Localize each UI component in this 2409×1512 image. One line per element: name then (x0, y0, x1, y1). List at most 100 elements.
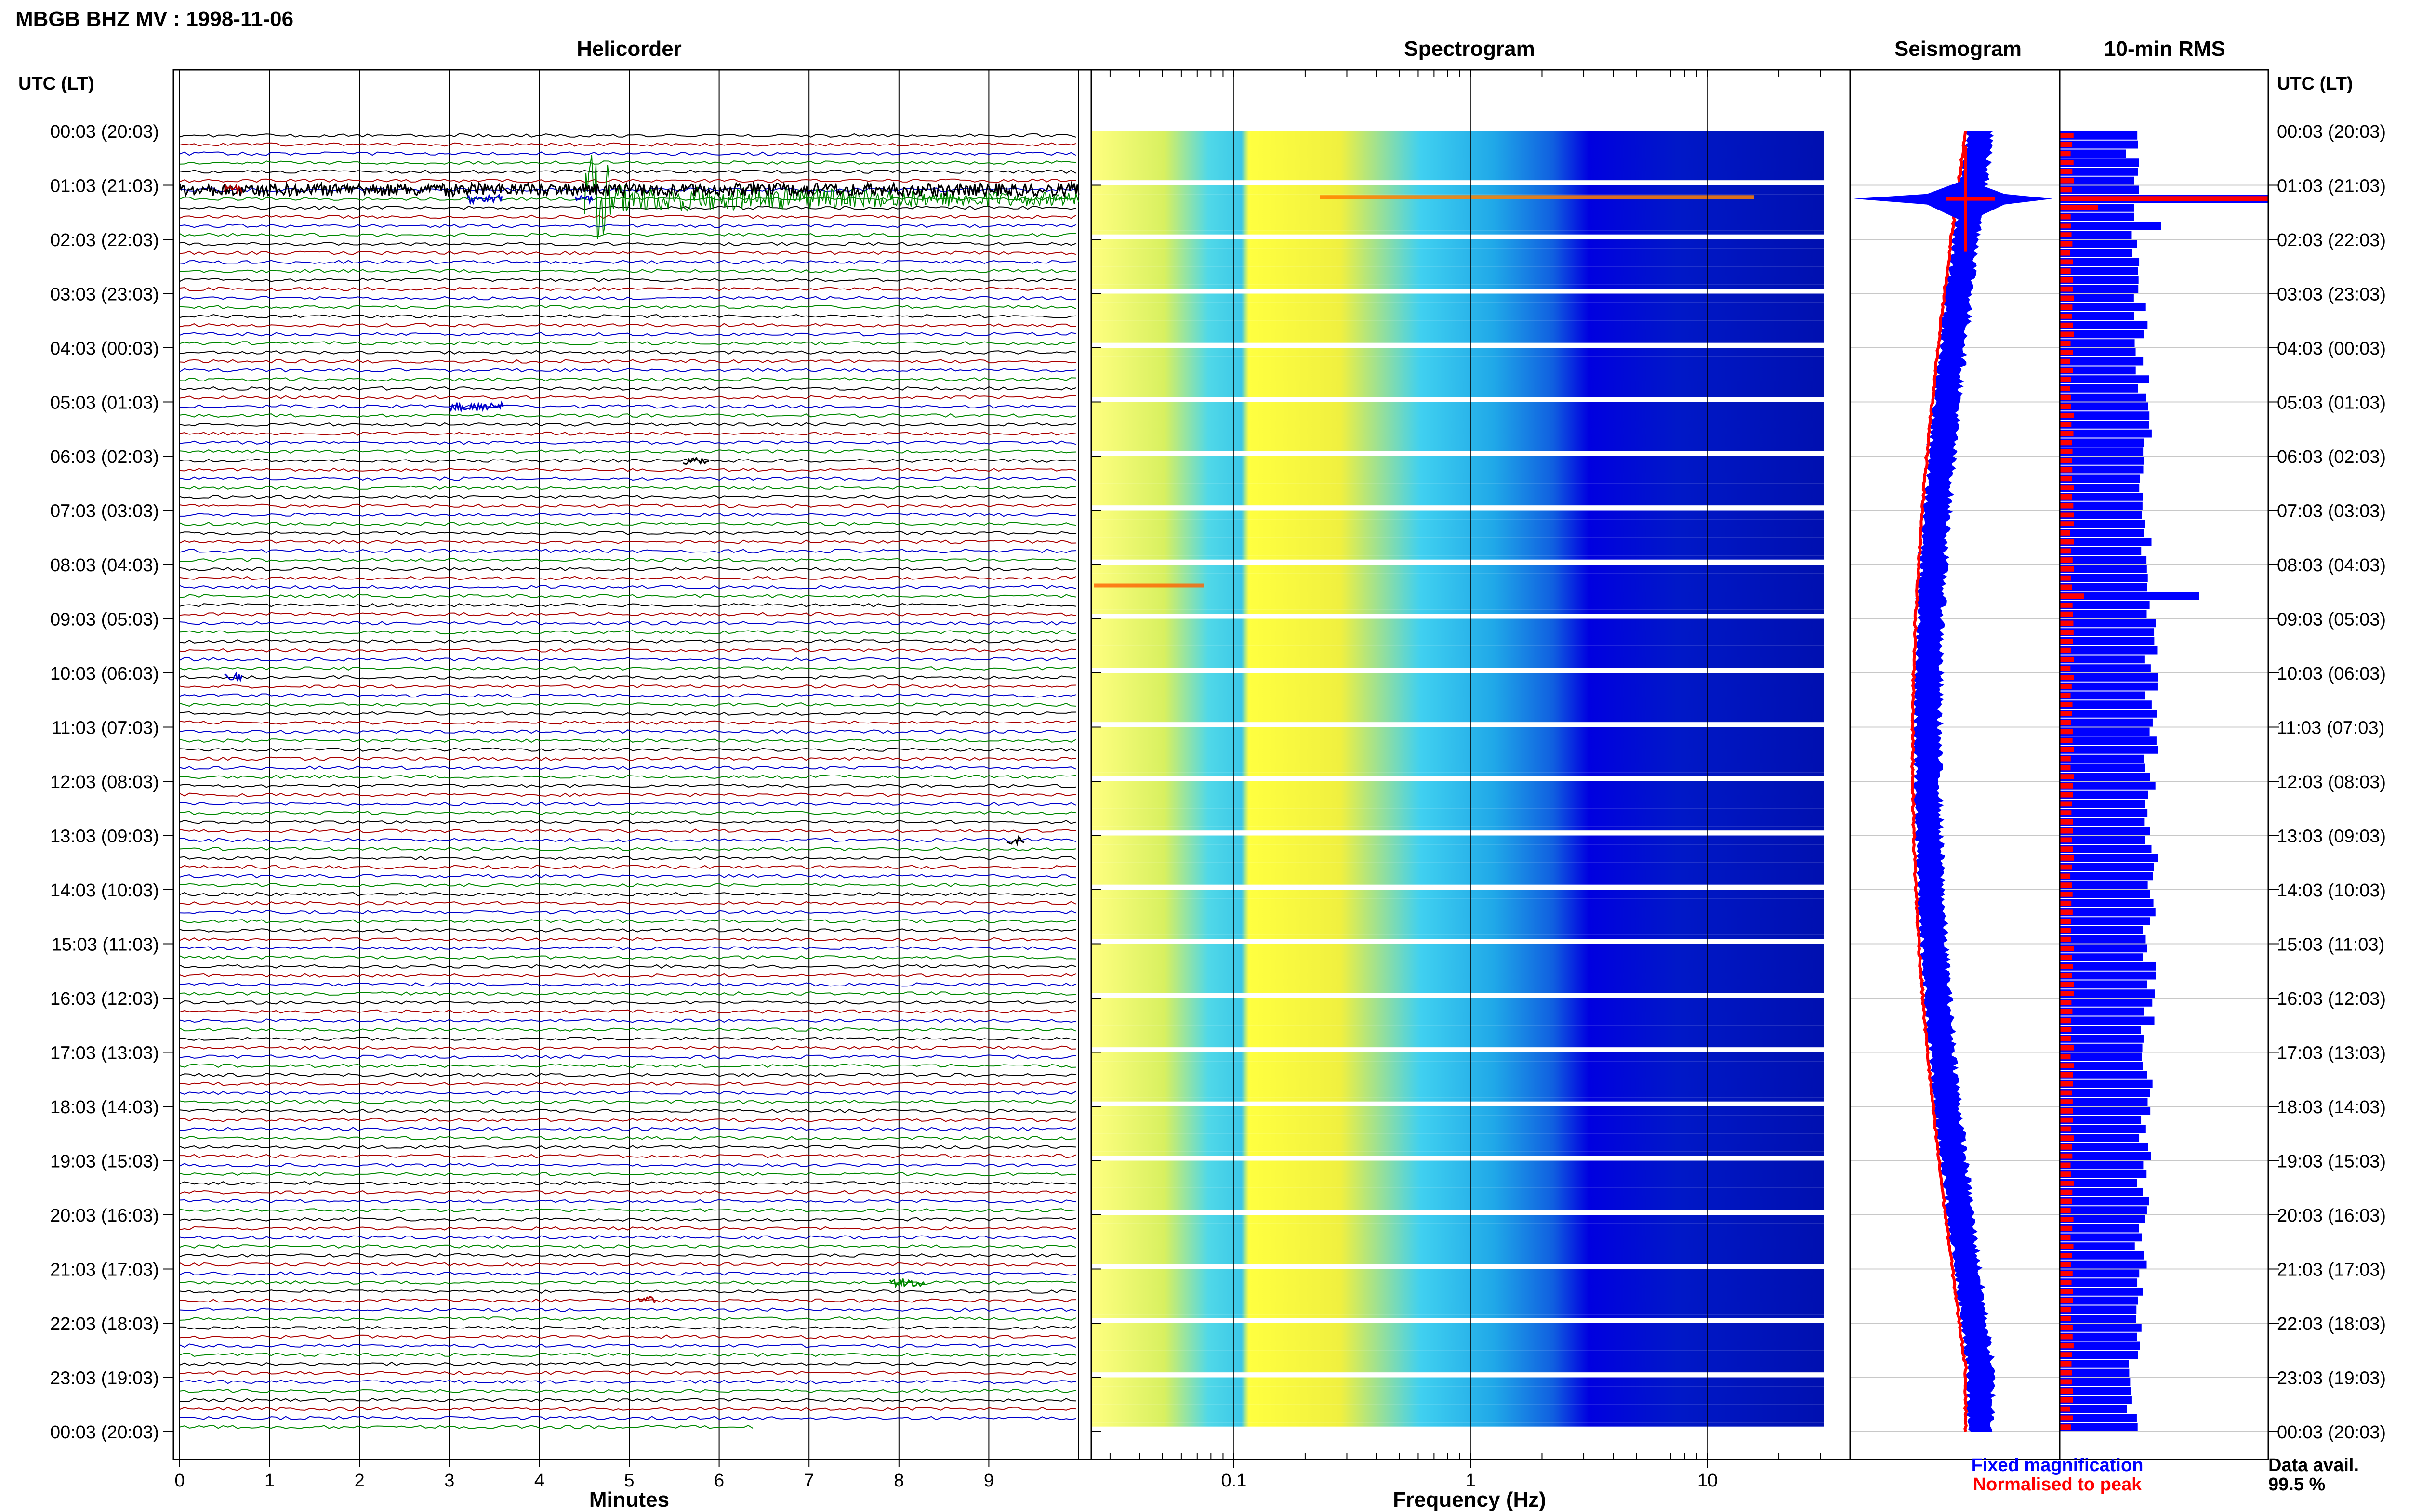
rms-normalised-bar (2060, 1235, 2071, 1240)
rms-fixed-bar (2060, 330, 2144, 339)
spectrogram-row (1091, 348, 1824, 357)
rms-normalised-bar (2060, 250, 2071, 256)
rms-fixed-bar (2060, 1368, 2130, 1377)
rms-normalised-bar (2060, 1325, 2073, 1330)
rms-normalised-bar (2060, 368, 2073, 373)
spectrogram-row (1091, 1386, 1824, 1395)
helicorder-trace (179, 1253, 1076, 1258)
rms-normalised-bar (2060, 720, 2071, 725)
helicorder-x-tick-label: 3 (444, 1471, 454, 1491)
rms-normalised-bar (2060, 413, 2074, 418)
helicorder-trace (179, 828, 1076, 833)
spectrogram-row (1091, 1043, 1824, 1048)
rms-normalised-bar (2060, 1361, 2072, 1367)
rms-normalised-bar (2060, 241, 2073, 247)
helicorder-trace (179, 350, 1076, 355)
rms-fixed-bar (2060, 782, 2156, 790)
rms-normalised-bar (2060, 873, 2071, 879)
rms-fixed-bar (2060, 881, 2148, 889)
right-time-axis-label: UTC (LT) (2277, 74, 2353, 94)
spectrogram-row (1091, 1025, 1824, 1034)
spectrogram-x-tick-label: 0.1 (1221, 1471, 1247, 1491)
rms-fixed-bar (2060, 321, 2148, 329)
helicorder-event (466, 193, 503, 206)
time-tick-label: 11:03 (07:03) (2277, 718, 2384, 738)
rms-normalised-bar (2060, 1370, 2072, 1376)
spectrogram-row (1091, 1160, 1824, 1170)
rms-normalised-bar (2060, 1162, 2071, 1168)
rms-normalised-bar (2060, 630, 2074, 635)
spectrogram-row (1091, 817, 1824, 827)
rms-fixed-bar (2060, 583, 2147, 592)
helicorder-x-tick-label: 4 (534, 1471, 544, 1491)
helicorder-trace (179, 657, 1076, 662)
helicorder-trace (179, 151, 1076, 156)
helicorder-x-tick-label: 5 (624, 1471, 634, 1491)
rms-fixed-bar (2060, 854, 2158, 862)
rms-normalised-bar (2060, 882, 2072, 888)
rms-fixed-bar (2060, 1052, 2142, 1061)
helicorder-trace (179, 494, 1076, 499)
rms-normalised-bar (2060, 1189, 2073, 1195)
rms-normalised-bar (2060, 900, 2072, 906)
rms-normalised-bar (2060, 169, 2073, 174)
spectrogram-row (1091, 854, 1824, 863)
spectrogram-row (1091, 898, 1824, 908)
time-tick-label: 17:03 (13:03) (50, 1043, 159, 1064)
helicorder-event (224, 671, 243, 683)
rms-normalised-bar (2060, 801, 2072, 807)
helicorder-trace (179, 892, 1076, 896)
rms-fixed-bar (2060, 348, 2136, 356)
rms-normalised-bar (2060, 702, 2073, 707)
helicorder-trace (179, 377, 1076, 382)
rms-normalised-bar (2060, 1108, 2073, 1114)
time-tick-label: 06:03 (02:03) (50, 447, 159, 467)
rms-fixed-bar (2060, 1378, 2131, 1386)
rms-fixed-bar (2060, 520, 2145, 528)
helicorder-trace (179, 440, 1076, 445)
rms-fixed-bar (2060, 149, 2126, 158)
helicorder-trace (179, 982, 1076, 987)
helicorder-trace (179, 287, 1076, 291)
spectrogram-row (1091, 158, 1824, 167)
spectrogram-row (1091, 1377, 1824, 1387)
rms-normalised-bar (2060, 657, 2074, 662)
helicorder-trace (179, 946, 1076, 951)
spectrogram-row (1091, 890, 1824, 899)
rms-fixed-bar (2060, 727, 2150, 736)
rms-fixed-bar (2060, 1296, 2138, 1305)
rms-fixed-bar (2060, 1224, 2139, 1233)
rms-fixed-bar (2060, 1351, 2138, 1359)
rms-fixed-bar (2060, 1341, 2140, 1350)
helicorder-trace (179, 1217, 1076, 1222)
rms-normalised-bar (2060, 322, 2074, 328)
helicorder-trace (179, 883, 1076, 888)
helicorder-trace (179, 250, 1076, 255)
time-tick-label: 22:03 (18:03) (50, 1314, 159, 1334)
helicorder-trace (179, 1407, 1076, 1411)
rms-fixed-bar (2060, 691, 2145, 700)
rms-fixed-bar (2060, 836, 2145, 844)
rms-normalised-bar (2060, 277, 2074, 283)
rms-fixed-bar (2060, 980, 2147, 989)
rms-normalised-bar (2060, 765, 2071, 771)
rms-normalised-bar (2060, 232, 2072, 237)
rms-fixed-bar (2060, 529, 2144, 537)
rms-fixed-bar (2060, 1016, 2155, 1025)
rms-fixed-bar (2060, 763, 2145, 772)
rms-fixed-bar (2060, 249, 2132, 257)
helicorder-trace (179, 1389, 1076, 1394)
rms-fixed-bar (2060, 538, 2152, 546)
rms-fixed-bar (2060, 565, 2147, 573)
helicorder-trace (179, 539, 1076, 544)
helicorder-trace (179, 224, 1076, 228)
time-tick-label: 08:03 (04:03) (50, 555, 159, 576)
spectrogram-row (1091, 257, 1824, 267)
helicorder-traces (179, 133, 1076, 1430)
rms-normalised-bar (2060, 1027, 2072, 1032)
spectrogram-row (1091, 862, 1824, 872)
rms-fixed-bar (2060, 1387, 2131, 1395)
spectrogram-row (1091, 1260, 1824, 1264)
rms-fixed-bar (2060, 1396, 2132, 1404)
helicorder-trace (179, 765, 1076, 770)
